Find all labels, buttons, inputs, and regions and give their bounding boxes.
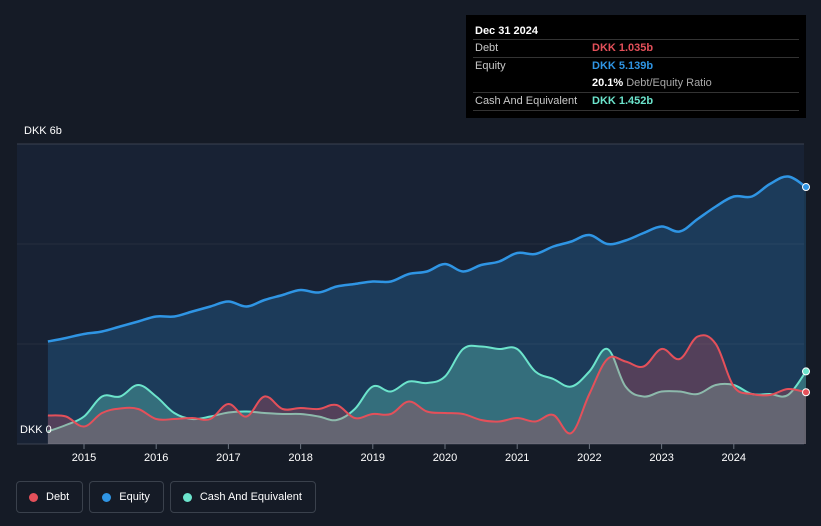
y-axis-top-label: DKK 6b (24, 125, 62, 137)
x-tick-label: 2015 (72, 452, 96, 464)
tooltip-ratio-label: Debt/Equity Ratio (626, 77, 712, 89)
x-tick-label: 2016 (144, 452, 168, 464)
tooltip-panel: Dec 31 2024 Debt DKK 1.035b Equity DKK 5… (466, 15, 806, 118)
plot-background (17, 144, 804, 444)
tooltip-cash-value: DKK 1.452b (592, 95, 654, 107)
tooltip-equity-row: Equity DKK 5.139b (473, 57, 799, 75)
cash-dot-icon (182, 492, 192, 502)
cash-and-equivalent-area (47, 345, 806, 444)
tooltip-equity-label: Equity (475, 60, 506, 72)
cash-and-equivalent-line (47, 344, 807, 433)
grid-lines (17, 143, 804, 445)
tooltip-debt-row: Debt DKK 1.035b (473, 39, 799, 57)
debt-line (47, 334, 807, 435)
equity-endpoint (802, 183, 810, 192)
debt-endpoint (802, 388, 810, 397)
x-tick-label: 2022 (577, 452, 601, 464)
x-tick-label: 2024 (722, 452, 746, 464)
series-layer (47, 175, 810, 444)
legend-item-cash[interactable]: Cash And Equivalent (169, 481, 316, 513)
legend-item-equity[interactable]: Equity (89, 481, 164, 513)
equity-line (47, 175, 807, 343)
tooltip-ratio-row: 20.1% Debt/Equity Ratio (473, 75, 799, 92)
x-tick-label: 2018 (288, 452, 312, 464)
x-axis: 2015 2016 2017 2018 2019 2020 2021 2022 2023 2024 (72, 444, 746, 464)
tooltip-debt-value: DKK 1.035b (592, 42, 654, 54)
legend-label-equity: Equity (119, 491, 150, 503)
tooltip-ratio-value: 20.1% (592, 77, 624, 89)
x-tick-label: 2023 (649, 452, 673, 464)
tooltip-equity-value: DKK 5.139b (592, 60, 654, 72)
x-tick-label: 2021 (505, 452, 529, 464)
debt-area (47, 335, 806, 444)
equity-dot-icon (102, 492, 112, 502)
legend-label-debt: Debt (46, 491, 70, 503)
legend-label-cash: Cash And Equivalent (199, 491, 302, 503)
x-tick-label: 2020 (433, 452, 457, 464)
debt-dot-icon (29, 492, 38, 502)
legend-item-debt[interactable]: Debt (16, 481, 84, 513)
tooltip-date: Dec 31 2024 (475, 25, 538, 37)
equity-area (47, 176, 806, 444)
tooltip-cash-row: Cash And Equivalent DKK 1.452b (473, 92, 799, 111)
tooltip-debt-label: Debt (475, 42, 499, 54)
x-tick-label: 2017 (216, 452, 240, 464)
legend: Debt Equity Cash And Equivalent (16, 481, 316, 513)
tooltip-cash-label: Cash And Equivalent (475, 95, 578, 107)
y-axis-bottom-label: DKK 0 (20, 424, 52, 436)
cash-and-equivalent-endpoint (802, 367, 810, 376)
x-tick-label: 2019 (361, 452, 385, 464)
